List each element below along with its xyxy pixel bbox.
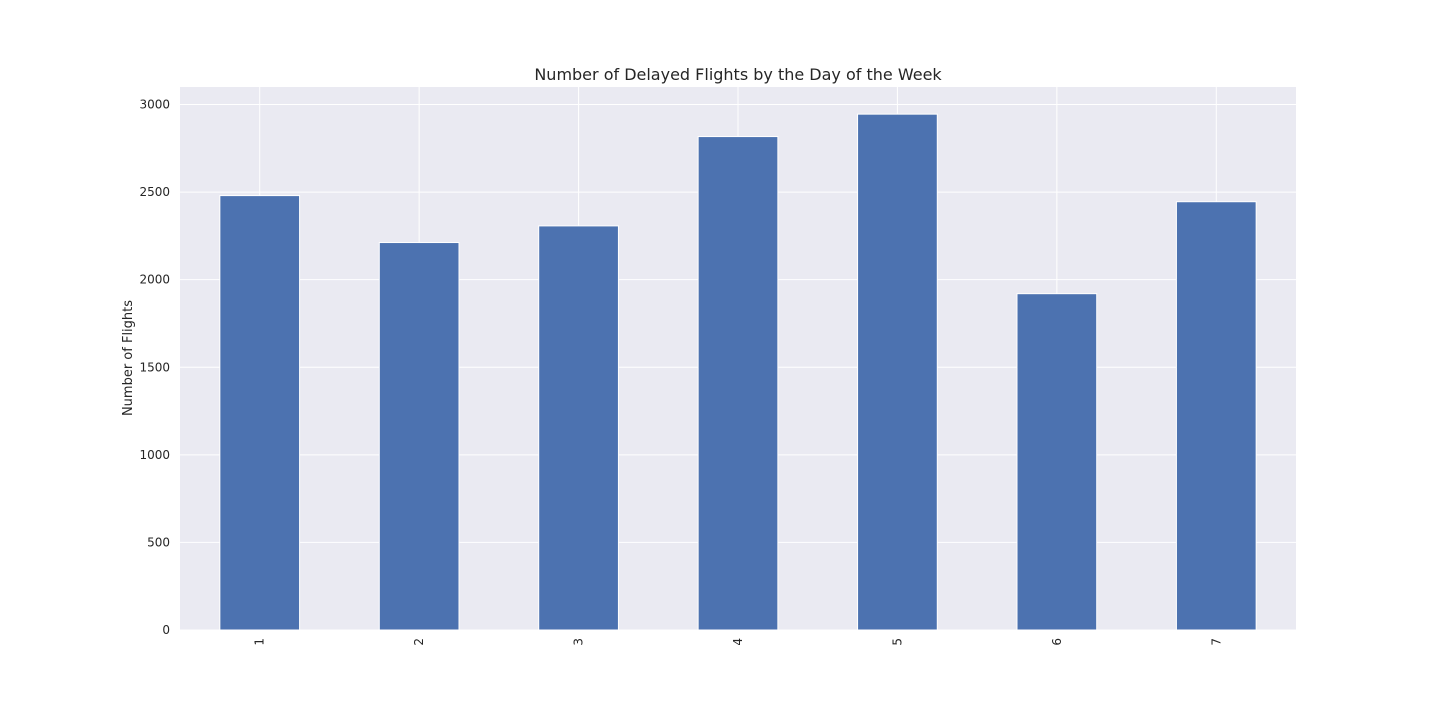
- x-tick-label: 5: [890, 638, 904, 646]
- bars: [219, 113, 1257, 631]
- bar-day-2: [378, 242, 460, 631]
- y-tick-label: 1500: [139, 360, 170, 374]
- bar-day-4: [697, 136, 779, 631]
- x-tick-label: 7: [1209, 638, 1223, 646]
- x-tick-label: 2: [412, 638, 426, 646]
- x-tick-label: 3: [572, 638, 586, 646]
- bar-day-3: [538, 225, 619, 631]
- y-tick-label: 2000: [139, 273, 170, 287]
- y-tick-label: 2500: [139, 185, 170, 199]
- bar-day-5: [857, 113, 938, 631]
- y-tick-label: 1000: [139, 448, 170, 462]
- bar-day-7: [1175, 201, 1257, 631]
- x-tick-labels: 1 2 3 4 5 6 7: [253, 638, 1224, 646]
- x-tick-label: 1: [253, 638, 267, 646]
- y-tick-labels: 0 500 1000 1500 2000 2500 3000: [139, 98, 170, 637]
- chart-title: Number of Delayed Flights by the Day of …: [534, 65, 942, 84]
- y-axis-label: Number of Flights: [121, 300, 136, 416]
- x-tick-label: 6: [1050, 638, 1064, 646]
- y-tick-label: 0: [162, 623, 170, 637]
- y-tick-label: 500: [147, 535, 170, 549]
- bar-day-1: [219, 195, 301, 631]
- x-tick-label: 4: [731, 638, 745, 646]
- y-tick-label: 3000: [139, 98, 170, 112]
- bar-day-6: [1016, 293, 1098, 631]
